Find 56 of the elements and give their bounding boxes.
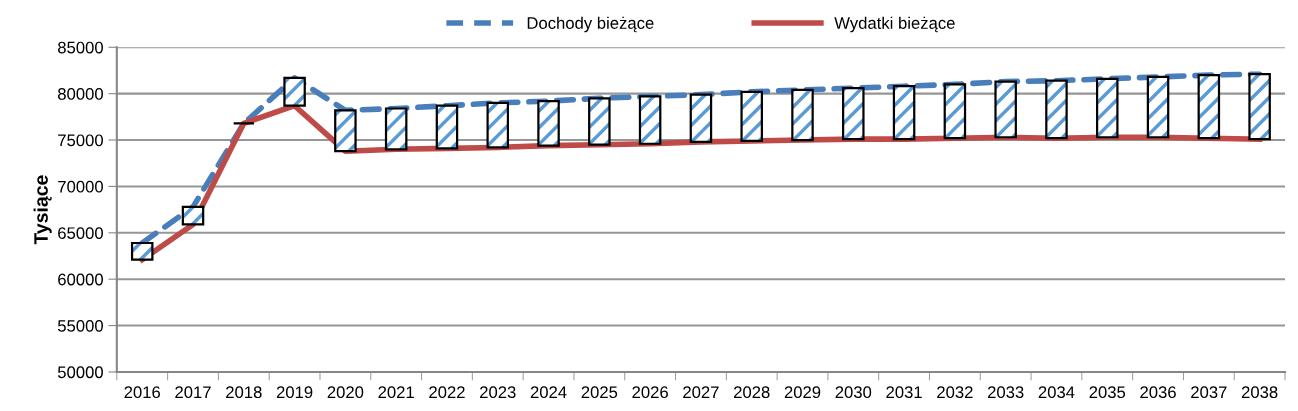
bar [638,95,662,145]
x-tick-label: 2031 [886,386,922,399]
bar [1045,79,1068,140]
bar [486,101,510,149]
bar [689,93,713,143]
x-tick-label: 2037 [1191,386,1227,399]
x-tick-label: 2027 [683,386,719,399]
x-tick-label: 2024 [530,386,567,399]
x-tick-label: 2019 [276,386,313,399]
x-tick-label: 2021 [378,386,414,399]
bar [892,85,916,141]
bar [384,107,408,151]
bar [791,88,814,142]
bar [842,86,865,141]
bar [740,90,763,143]
y-axis-title: Tysiące [33,175,52,245]
x-tick-label: 2038 [1241,386,1278,399]
bar [537,99,560,147]
x-tick-label: 2017 [175,386,211,399]
legend-label: Dochody bieżące [527,16,654,33]
x-tick-label: 2016 [124,386,161,399]
x-tick-label: 2022 [429,386,465,399]
y-tick-label: 80000 [58,88,103,100]
y-tick-label: 65000 [58,227,103,240]
y-tick-label: 55000 [57,319,103,332]
y-tick-label: 70000 [58,180,103,193]
bar [1146,75,1170,139]
y-tick-label: 85000 [58,41,103,54]
bar [588,97,611,146]
y-tick-label: 60000 [58,273,103,286]
x-tick-label: 2020 [327,386,364,399]
legend-label: Wydatki bieżące [834,16,955,33]
bar [283,76,306,107]
x-tick-label: 2036 [1140,386,1176,399]
bar [1248,73,1271,141]
y-tick-label: 75000 [58,134,103,147]
x-tick-label: 2035 [1089,386,1126,399]
bar [181,205,205,226]
bar [994,80,1017,139]
y-tick-label: 50000 [57,366,103,379]
bar [943,83,967,140]
bar [1095,77,1119,139]
x-tick-label: 2029 [784,386,821,399]
x-tick-label: 2033 [987,386,1024,399]
x-tick-label: 2030 [835,386,872,399]
x-tick-label: 2032 [937,386,973,399]
x-tick-label: 2023 [480,386,516,399]
x-tick-label: 2025 [581,386,618,399]
x-tick-label: 2028 [734,386,770,399]
bar [130,241,154,261]
bar [334,109,357,153]
bar [435,104,459,150]
bar [1197,73,1221,140]
x-tick-label: 2026 [632,386,668,399]
x-tick-label: 2018 [226,386,262,399]
x-tick-label: 2034 [1038,386,1075,399]
